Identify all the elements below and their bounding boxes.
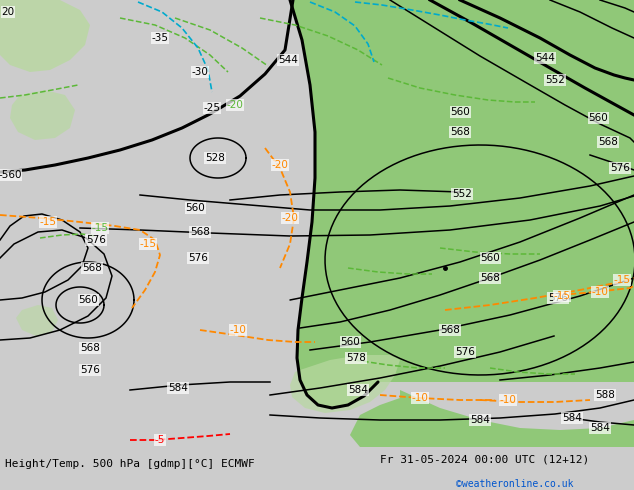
Text: 568: 568	[480, 273, 500, 283]
Text: 568: 568	[598, 137, 618, 147]
Text: -20: -20	[226, 100, 243, 110]
Text: 584: 584	[562, 413, 582, 423]
Text: Height/Temp. 500 hPa [gdmp][°C] ECMWF: Height/Temp. 500 hPa [gdmp][°C] ECMWF	[5, 459, 255, 469]
Polygon shape	[290, 355, 400, 413]
Text: 568: 568	[440, 325, 460, 335]
Text: -35: -35	[152, 33, 169, 43]
Text: -30: -30	[191, 67, 209, 77]
Text: 560: 560	[340, 337, 360, 347]
Text: 584: 584	[590, 423, 610, 433]
Text: -15: -15	[614, 275, 630, 285]
Text: -20: -20	[271, 160, 288, 170]
Text: 560: 560	[480, 253, 500, 263]
Text: 560: 560	[78, 295, 98, 305]
Polygon shape	[350, 390, 634, 447]
Text: -15: -15	[139, 239, 157, 249]
Text: 552: 552	[545, 75, 565, 85]
Text: 568: 568	[190, 227, 210, 237]
Text: 544: 544	[535, 53, 555, 63]
Text: -15: -15	[39, 217, 56, 227]
Text: 568: 568	[82, 263, 102, 273]
Text: -15: -15	[553, 291, 571, 301]
Polygon shape	[10, 90, 75, 140]
Text: -10: -10	[230, 325, 247, 335]
Text: 584: 584	[168, 383, 188, 393]
Text: -15: -15	[91, 223, 108, 233]
Text: -20: -20	[281, 213, 299, 223]
Text: 578: 578	[346, 353, 366, 363]
Text: ©weatheronline.co.uk: ©weatheronline.co.uk	[456, 479, 574, 489]
Text: 560: 560	[450, 107, 470, 117]
Text: 528: 528	[205, 153, 225, 163]
Text: Fr 31-05-2024 00:00 UTC (12+12): Fr 31-05-2024 00:00 UTC (12+12)	[380, 454, 590, 464]
Text: 576: 576	[80, 365, 100, 375]
Text: 544: 544	[278, 55, 298, 65]
Text: 584: 584	[470, 415, 490, 425]
Text: 588: 588	[595, 390, 615, 400]
Text: 568: 568	[450, 127, 470, 137]
Polygon shape	[16, 305, 58, 336]
Text: 576: 576	[548, 293, 568, 303]
Text: 560: 560	[588, 113, 608, 123]
Polygon shape	[0, 0, 90, 72]
Text: 576: 576	[188, 253, 208, 263]
Text: 576: 576	[86, 235, 106, 245]
Text: 576: 576	[610, 163, 630, 173]
Text: 20: 20	[1, 7, 15, 17]
Text: 568: 568	[80, 343, 100, 353]
Text: 552: 552	[452, 189, 472, 199]
Text: 584: 584	[348, 385, 368, 395]
Text: -10: -10	[500, 395, 517, 405]
Text: -10: -10	[411, 393, 429, 403]
Text: -10: -10	[592, 287, 609, 297]
Polygon shape	[290, 0, 634, 408]
Text: 560: 560	[185, 203, 205, 213]
Text: -5: -5	[155, 435, 165, 445]
Text: -560: -560	[0, 170, 22, 180]
Text: -25: -25	[204, 103, 221, 113]
Text: 576: 576	[455, 347, 475, 357]
